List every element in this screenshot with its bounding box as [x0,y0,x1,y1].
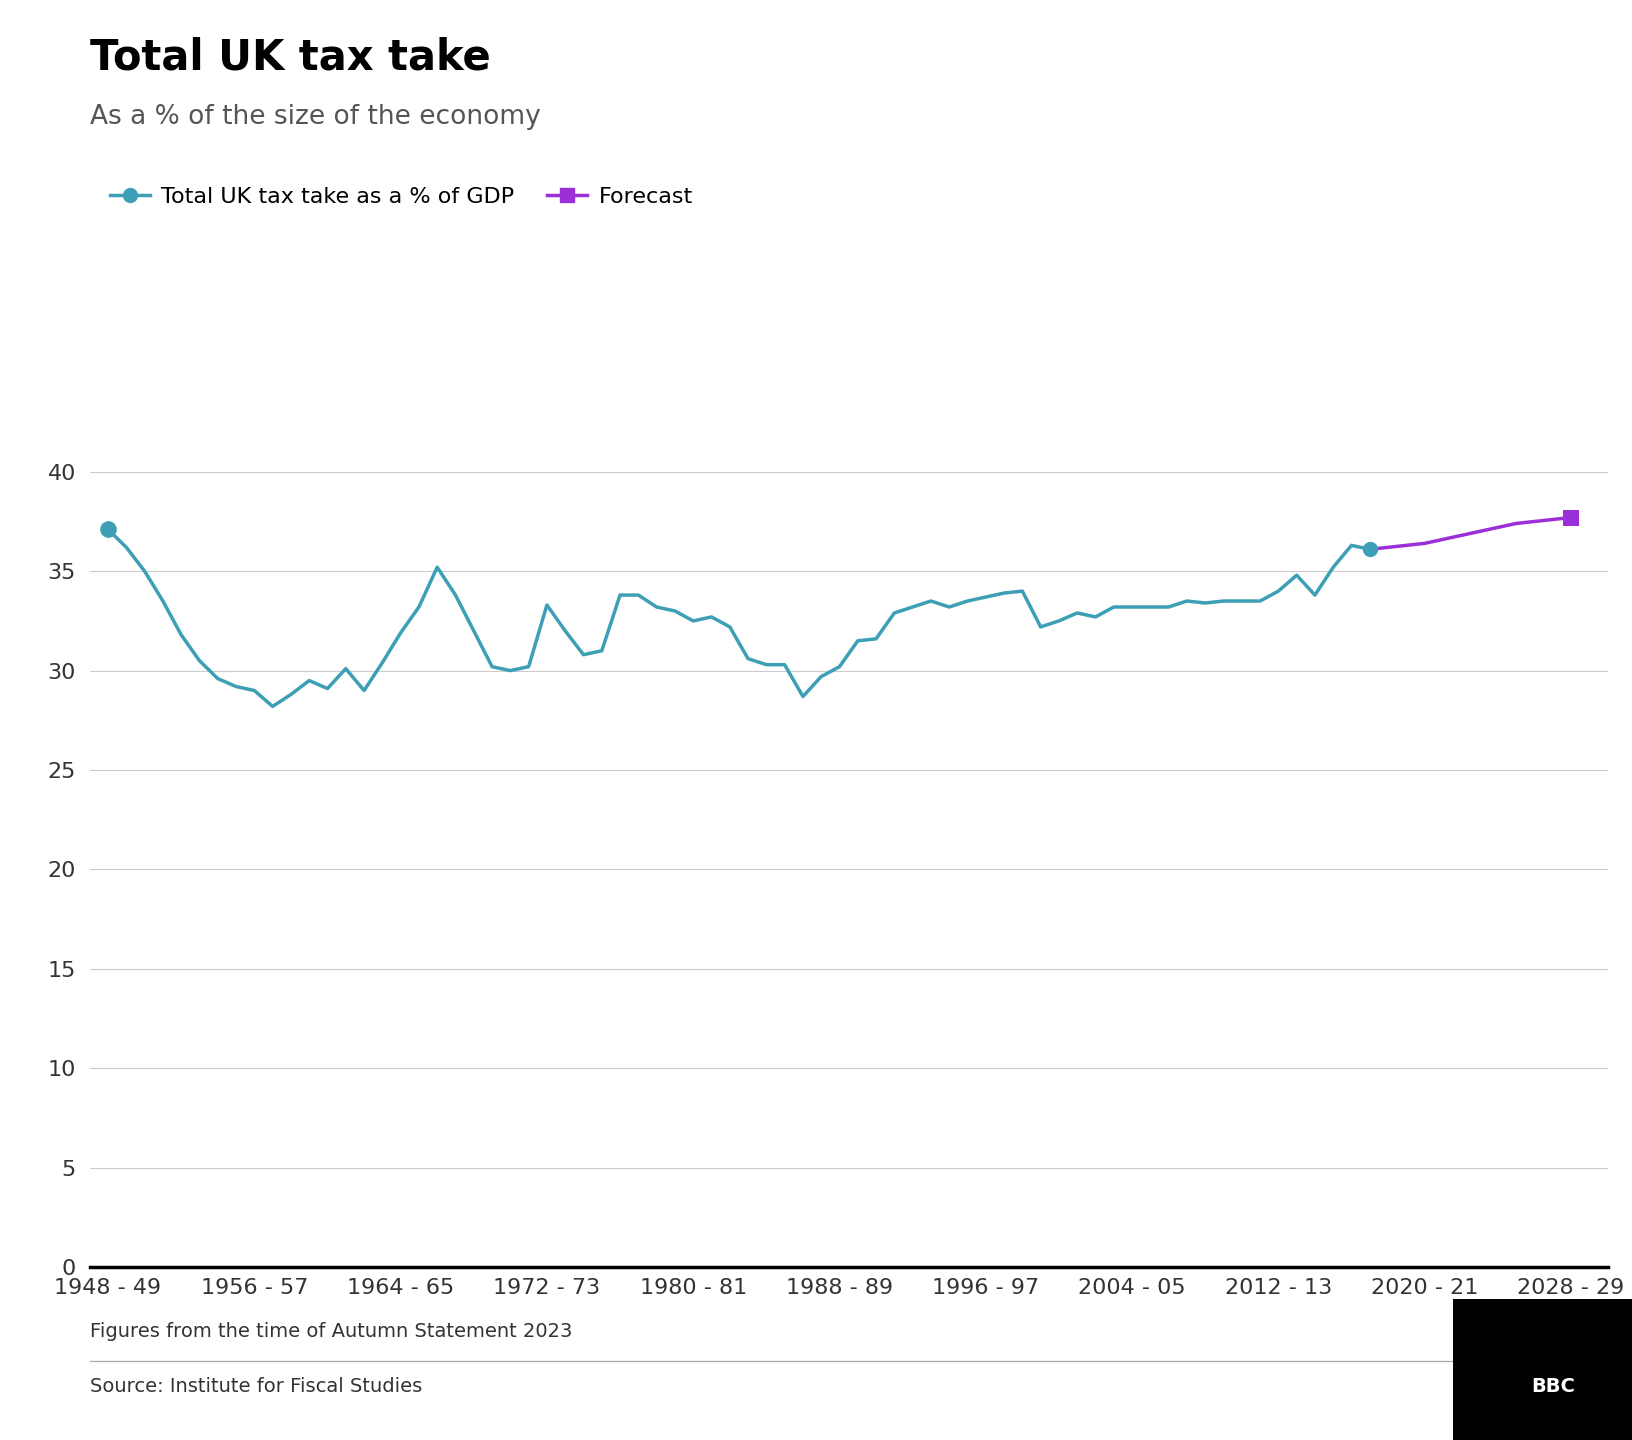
Text: As a % of the size of the economy: As a % of the size of the economy [90,104,540,130]
Text: Figures from the time of Autumn Statement 2023: Figures from the time of Autumn Statemen… [90,1322,573,1341]
Text: BBC: BBC [1531,1377,1575,1395]
Text: Total UK tax take: Total UK tax take [90,36,491,78]
Text: Source: Institute for Fiscal Studies: Source: Institute for Fiscal Studies [90,1377,423,1395]
Legend: Total UK tax take as a % of GDP, Forecast: Total UK tax take as a % of GDP, Forecas… [101,179,702,216]
